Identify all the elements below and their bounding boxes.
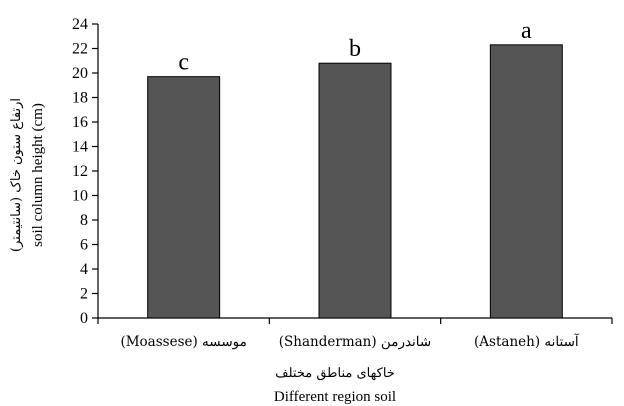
y-tick-label: 14 — [72, 139, 88, 156]
y-tick-label: 8 — [80, 212, 88, 229]
bar — [318, 62, 392, 319]
x-axis-title-persian: خاکهای مناطق مختلف — [275, 366, 395, 381]
y-tick-label: 12 — [72, 163, 88, 180]
bar-data-label: a — [521, 18, 532, 44]
y-tick-label: 4 — [80, 261, 88, 278]
y-tick-label: 20 — [72, 65, 88, 82]
x-category-label: موسسه (Moassese) — [120, 334, 246, 350]
y-axis-title-persian: ارتفاع ستون خاک (سانتیمتر) — [9, 98, 24, 252]
x-category-label: آستانه (Astaneh) — [474, 332, 580, 350]
bar — [489, 44, 563, 319]
y-tick-label: 16 — [72, 114, 88, 131]
bar — [147, 76, 221, 319]
x-axis-title: Different region soil — [274, 389, 396, 405]
x-axis: موسسه (Moassese) شاندرمن (Shanderman) آستا… — [97, 317, 613, 350]
y-tick-label: 24 — [72, 16, 88, 33]
x-category-label: شاندرمن (Shanderman) — [279, 334, 431, 350]
y-tick-label: 0 — [80, 310, 88, 327]
y-axis-title: soil column height (cm) — [30, 103, 46, 247]
y-tick-label: 10 — [72, 188, 88, 205]
data-labels: c b a — [178, 18, 532, 76]
y-tick-label: 6 — [80, 237, 88, 254]
bars — [147, 44, 563, 319]
bar-data-label: c — [178, 50, 189, 76]
bar-data-label: b — [349, 36, 361, 62]
y-tick-label: 18 — [72, 90, 88, 107]
y-tick-label: 22 — [72, 41, 88, 58]
y-tick-label: 2 — [80, 286, 88, 303]
